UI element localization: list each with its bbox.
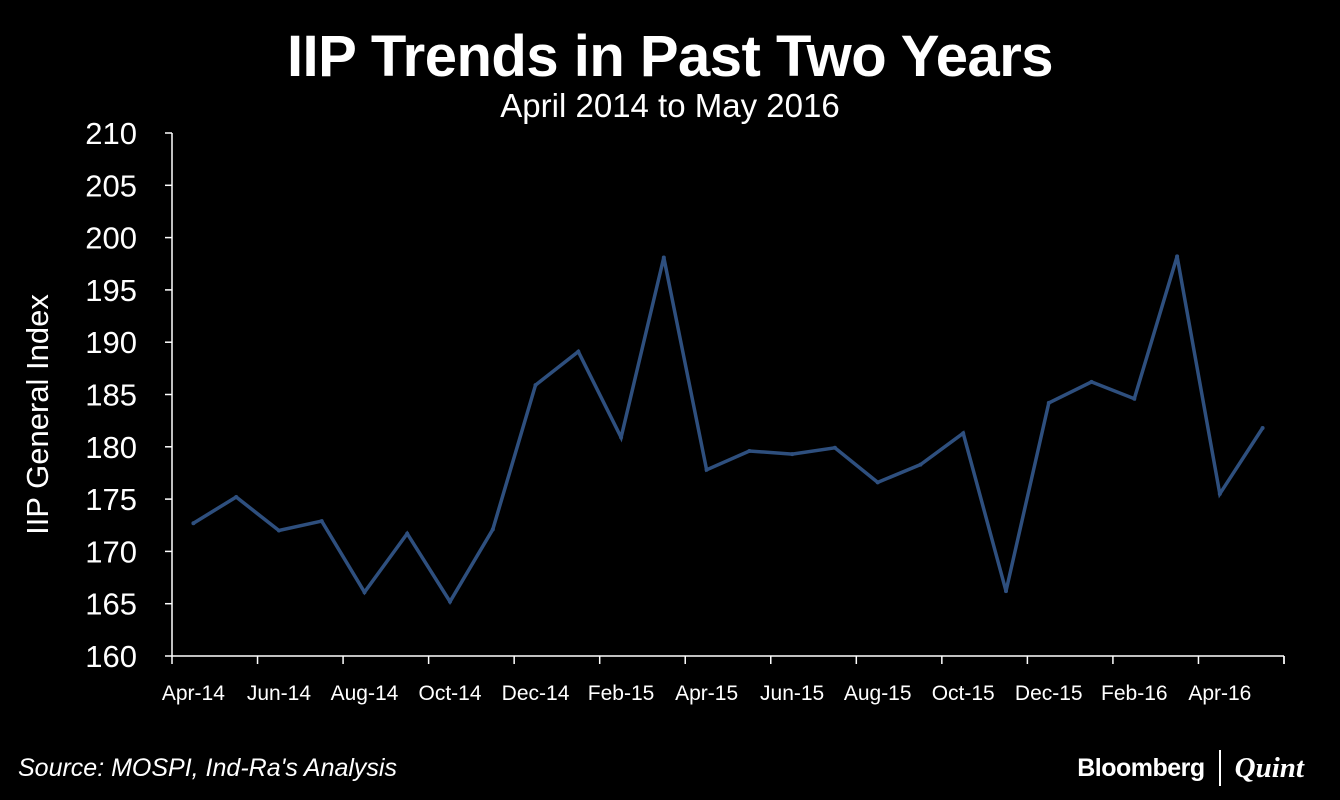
x-tick-label: Apr-15 — [675, 682, 738, 705]
y-tick-label: 200 — [85, 221, 137, 256]
data-point — [1217, 491, 1222, 496]
data-point — [918, 462, 923, 467]
data-point — [1089, 379, 1094, 384]
data-point — [1260, 426, 1265, 430]
y-tick-label: 205 — [85, 168, 137, 203]
y-tick-label: 165 — [85, 587, 137, 622]
chart-title: IIP Trends in Past Two Years — [286, 24, 1054, 89]
x-tick-label: Oct-14 — [418, 682, 481, 705]
data-point — [704, 467, 709, 472]
y-tick-label: 160 — [85, 639, 137, 674]
brand-quint: Quint — [1234, 751, 1304, 784]
data-point — [1046, 400, 1051, 405]
data-point — [747, 449, 752, 453]
x-tick-label: Apr-16 — [1188, 682, 1251, 705]
x-tick-label: Aug-15 — [844, 682, 912, 705]
data-point — [1175, 254, 1180, 259]
x-tick-label: Oct-15 — [932, 682, 995, 705]
y-tick-label: 170 — [85, 534, 137, 569]
y-tick-label: 190 — [85, 325, 137, 360]
data-point — [405, 531, 410, 536]
data-point — [576, 349, 581, 354]
data-point — [661, 255, 666, 260]
y-axis-title: IIP General Index — [20, 294, 55, 535]
source-note: Source: MOSPI, Ind-Ra's Analysis — [18, 754, 397, 782]
data-point — [533, 383, 538, 388]
x-tick-label: Feb-15 — [588, 682, 655, 705]
y-tick-label: 175 — [85, 482, 137, 517]
x-tick-label: Apr-14 — [162, 682, 225, 705]
y-tick-label: 195 — [85, 273, 137, 308]
data-point — [234, 495, 239, 499]
data-point — [319, 519, 324, 524]
y-tick-label: 210 — [85, 116, 137, 151]
brand-bloomberg: Bloomberg — [1077, 753, 1205, 782]
brand-logo: Bloomberg Quint — [1077, 748, 1304, 788]
series-line-0 — [192, 255, 1265, 605]
y-tick-label: 185 — [85, 378, 137, 413]
data-point — [875, 480, 880, 485]
x-tick-label: Dec-15 — [1015, 682, 1083, 705]
data-point — [448, 599, 452, 604]
data-point — [619, 435, 624, 440]
line-chart: 160 165 170 175 180 185 190 195 200 205 210 Apr-14 J… — [20, 116, 1285, 705]
data-point — [490, 527, 495, 532]
x-tick-label: Jun-15 — [760, 682, 824, 705]
data-point — [1132, 396, 1137, 401]
brand-divider — [1218, 750, 1221, 786]
data-point — [1004, 589, 1008, 594]
chart-subtitle: April 2014 to May 2016 — [500, 87, 840, 124]
data-point — [276, 528, 281, 533]
data-point — [790, 452, 795, 457]
data-point — [362, 590, 367, 595]
data-point — [961, 431, 966, 436]
x-tick-label: Feb-16 — [1101, 682, 1168, 705]
data-point — [191, 521, 196, 526]
x-tick-label: Dec-14 — [502, 682, 570, 705]
x-tick-label: Aug-14 — [331, 682, 399, 705]
data-point — [832, 445, 837, 450]
y-tick-label: 180 — [85, 430, 137, 465]
x-tick-label: Jun-14 — [247, 682, 312, 705]
